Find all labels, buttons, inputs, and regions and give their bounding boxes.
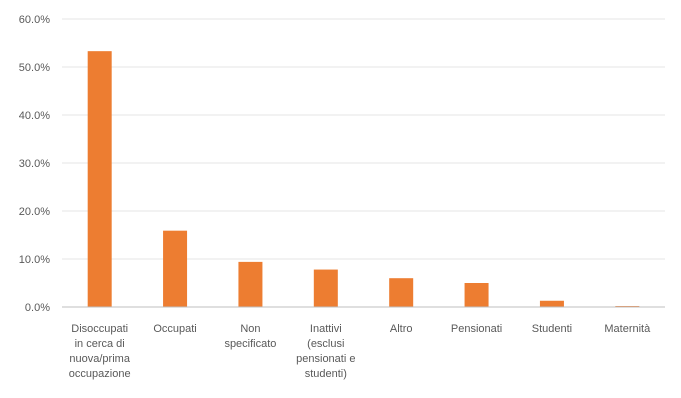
y-tick-label: 20.0%: [19, 206, 50, 218]
x-tick-label: Pensionati: [451, 323, 502, 335]
x-tick-label: Non specificato: [224, 323, 276, 350]
x-tick-label: Disoccupati in cerca di nuova/prima occupaz…: [69, 323, 131, 380]
y-tick-label: 30.0%: [19, 158, 50, 170]
y-tick-label: 0.0%: [25, 302, 50, 314]
y-axis-tick-labels: 0.0% 10.0% 20.0% 30.0% 40.0% 50.0% 60.0%: [19, 14, 50, 314]
y-tick-label: 60.0%: [19, 14, 50, 26]
bar: [464, 283, 489, 307]
gridlines: [62, 18, 665, 260]
x-tick-label: Occupati: [153, 323, 196, 335]
bar: [163, 230, 188, 307]
x-axis-category-labels: Disoccupati in cerca di nuova/prima occupaz…: [69, 323, 651, 380]
bar: [389, 278, 414, 307]
bar: [539, 300, 564, 307]
y-tick-label: 50.0%: [19, 62, 50, 74]
y-tick-label: 10.0%: [19, 254, 50, 266]
x-tick-label: Maternità: [604, 323, 651, 335]
bars: [87, 51, 640, 307]
bar: [238, 261, 263, 307]
x-tick-label: Altro: [390, 323, 413, 335]
bar: [87, 51, 112, 307]
y-tick-label: 40.0%: [19, 110, 50, 122]
x-tick-label: Inattivi (esclusi pensionati e studenti): [296, 323, 355, 380]
x-tick-label: Studenti: [532, 323, 572, 335]
bar: [313, 269, 338, 307]
